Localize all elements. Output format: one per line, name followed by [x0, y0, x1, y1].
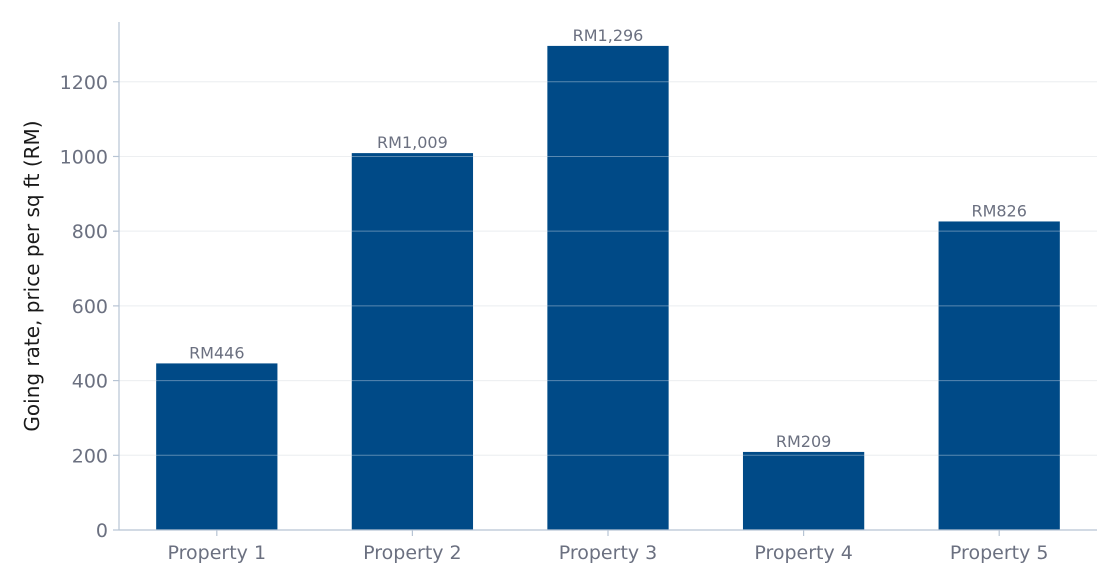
data-labels: RM446 RM1,009 RM1,296 RM209 RM826	[189, 26, 1027, 451]
x-tick-label-5: Property 5	[950, 542, 1049, 564]
data-label-5: RM826	[971, 201, 1026, 220]
bar-2	[351, 153, 474, 530]
y-tick-label-6: 1200	[60, 72, 108, 94]
y-tick-label-0: 0	[96, 520, 108, 542]
y-tick-label-2: 400	[72, 371, 108, 393]
y-tick-label-3: 600	[72, 296, 108, 318]
data-label-3: RM1,296	[573, 26, 644, 45]
x-tick-label-4: Property 4	[754, 542, 853, 564]
bars	[119, 45, 1097, 530]
bar-5	[938, 221, 1060, 530]
y-tick-label-4: 800	[72, 221, 108, 243]
data-label-1: RM446	[189, 343, 244, 362]
data-label-2: RM1,009	[377, 133, 448, 152]
x-ticks: Property 1 Property 2 Property 3 Property 4…	[168, 530, 1049, 564]
bar-4	[742, 451, 865, 530]
x-tick-label-1: Property 1	[168, 542, 267, 564]
x-tick-label-2: Property 2	[363, 542, 462, 564]
y-tick-label-5: 1000	[60, 146, 108, 168]
bar-1	[156, 363, 278, 530]
y-axis-title: Going rate, price per sq ft (RM)	[20, 120, 44, 431]
y-tick-label-1: 200	[72, 445, 108, 467]
x-tick-label-3: Property 3	[559, 542, 658, 564]
bar-3	[547, 45, 669, 530]
y-ticks: 0 200 400 600 800 1000 1200	[60, 72, 119, 542]
data-label-4: RM209	[776, 432, 831, 451]
